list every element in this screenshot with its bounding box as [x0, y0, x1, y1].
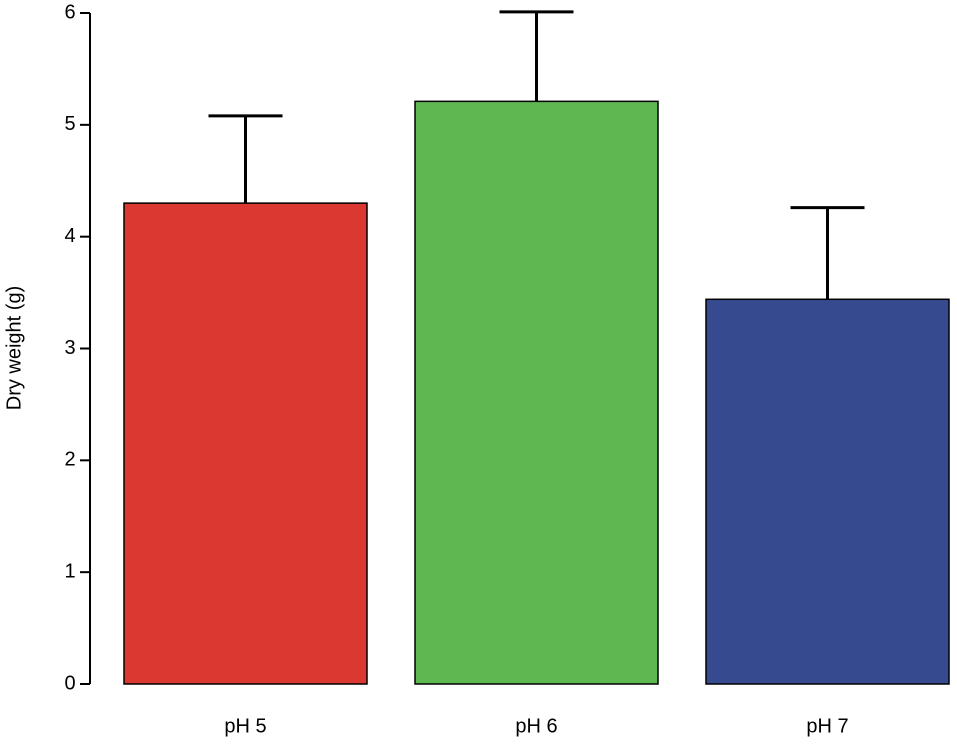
x-tick-label: pH 7 — [806, 715, 848, 737]
x-tick-label: pH 6 — [515, 715, 557, 737]
y-tick-label: 1 — [64, 560, 75, 582]
y-tick-label: 0 — [64, 672, 75, 694]
y-tick-label: 5 — [64, 113, 75, 135]
x-tick-label: pH 5 — [224, 715, 266, 737]
y-axis-label: Dry weight (g) — [3, 286, 25, 410]
y-tick-label: 6 — [64, 1, 75, 23]
bar — [705, 298, 950, 685]
y-tick-label: 4 — [64, 225, 75, 247]
y-tick-label: 3 — [64, 337, 75, 359]
bar — [123, 202, 368, 685]
y-tick-label: 2 — [64, 449, 75, 471]
bar — [414, 100, 659, 685]
